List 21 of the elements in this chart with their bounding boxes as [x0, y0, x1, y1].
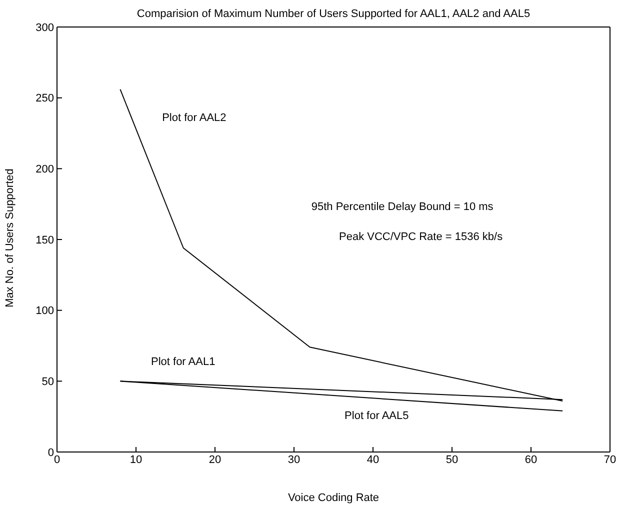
- y-tick-label: 250: [36, 92, 54, 105]
- x-tick-label: 10: [130, 454, 142, 466]
- chart-title: Comparision of Maximum Number of Users Supported for AAL1, AAL2 and AAL5: [136, 8, 532, 20]
- x-tick-label: 70: [604, 454, 616, 466]
- annotation: Plot for AAL2: [162, 112, 226, 124]
- x-tick-label: 50: [446, 454, 458, 466]
- y-tick-label: 300: [36, 22, 54, 34]
- annotation: Peak VCC/VPC Rate = 1536 kb/s: [339, 231, 503, 243]
- y-tick-label: 150: [36, 234, 54, 246]
- x-tick-label: 30: [288, 454, 300, 466]
- x-tick-label: 20: [208, 454, 222, 466]
- x-axis-title: Voice Coding Rate: [286, 492, 380, 504]
- annotation: 95th Percentile Delay Bound = 10 ms: [311, 201, 494, 214]
- x-tick-label: 40: [366, 454, 380, 466]
- y-tick-label: 50: [42, 376, 54, 388]
- y-tick-label: 200: [36, 164, 54, 176]
- y-tick-label: 100: [36, 305, 54, 318]
- annotation: Plot for AAL1: [151, 356, 216, 368]
- y-axis-title: Max No. of Users Supported: [4, 167, 16, 309]
- annotation: Plot for AAL5: [344, 410, 409, 422]
- x-tick-label: 60: [524, 454, 538, 466]
